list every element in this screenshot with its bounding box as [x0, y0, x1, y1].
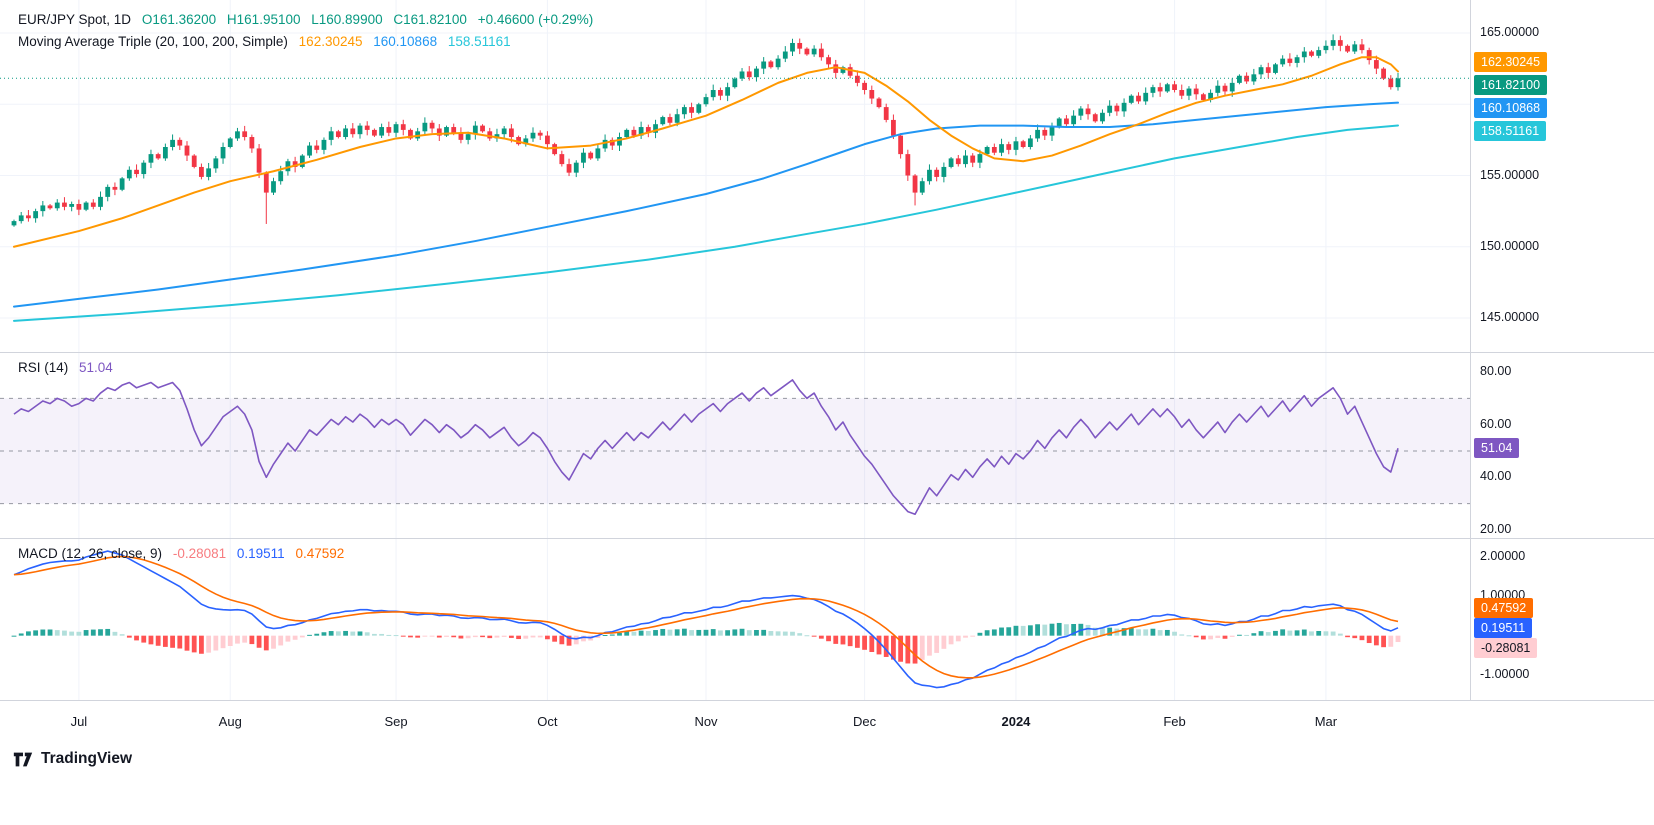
ma-indicator-title: Moving Average Triple (20, 100, 200, Sim…: [18, 34, 288, 49]
rsi-axis-tick: 20.00: [1480, 521, 1512, 536]
price-badge: 158.51161: [1474, 121, 1547, 141]
time-axis-label: Mar: [1314, 714, 1338, 729]
macd-line-value: 0.19511: [236, 546, 285, 561]
price-axis-tick: 150.00000: [1480, 238, 1540, 253]
time-axis-label: Aug: [218, 714, 242, 729]
time-axis-label: Jul: [70, 714, 88, 729]
symbol-title: EUR/JPY Spot, 1D: [18, 12, 132, 27]
tradingview-wordmark: TradingView: [41, 750, 133, 767]
time-axis-label: Nov: [694, 714, 718, 729]
macd-badge: 0.19511: [1474, 618, 1533, 638]
ohlc-low: L160.89900: [311, 12, 383, 27]
ma-legend[interactable]: Moving Average Triple (20, 100, 200, Sim…: [18, 34, 518, 49]
ma100-value: 160.10868: [373, 34, 438, 49]
macd-histogram-value: -0.28081: [172, 546, 227, 561]
tradingview-logo[interactable]: TradingView: [12, 748, 132, 770]
price-badge: 160.10868: [1474, 98, 1548, 118]
price-change: +0.46600 (+0.29%): [477, 12, 594, 27]
ohlc-high: H161.95100: [226, 12, 301, 27]
ohlc-close: C161.82100: [393, 12, 467, 27]
macd-indicator-title: MACD (12, 26, close, 9): [18, 546, 163, 561]
macd-badge: -0.28081: [1474, 638, 1538, 658]
ma200-value: 158.51161: [447, 34, 511, 49]
rsi-badge: 51.04: [1474, 438, 1520, 458]
rsi-axis-tick: 40.00: [1480, 469, 1512, 484]
price-axis-tick: 155.00000: [1480, 167, 1540, 182]
rsi-value: 51.04: [79, 360, 113, 375]
price-axis-tick: 165.00000: [1480, 25, 1540, 39]
time-axis-label: 2024: [1001, 714, 1031, 729]
ma20-value: 162.30245: [298, 34, 363, 49]
rsi-axis-tick: 60.00: [1480, 416, 1512, 431]
rsi-axis-tick: 80.00: [1480, 364, 1512, 378]
time-axis-label: Oct: [537, 714, 558, 729]
time-axis-label: Sep: [384, 714, 408, 729]
macd-legend[interactable]: MACD (12, 26, close, 9) -0.28081 0.19511…: [18, 546, 351, 561]
macd-axis-tick: 2.00000: [1480, 549, 1526, 563]
macd-axis-tick: -1.00000: [1480, 666, 1530, 681]
price-badge: 161.82100: [1474, 75, 1548, 95]
ohlc-open: O161.36200: [141, 12, 217, 27]
price-axis-tick: 145.00000: [1480, 310, 1540, 324]
price-badge: 162.30245: [1474, 52, 1548, 72]
rsi-legend[interactable]: RSI (14) 51.04: [18, 360, 120, 375]
time-axis-label: Dec: [853, 714, 877, 729]
time-axis-label: Feb: [1163, 714, 1186, 729]
rsi-indicator-title: RSI (14): [18, 360, 69, 375]
symbol-legend[interactable]: EUR/JPY Spot, 1D O161.36200 H161.95100 L…: [18, 12, 600, 27]
tradingview-mark-icon: [13, 752, 33, 767]
macd-signal-value: 0.47592: [295, 546, 345, 561]
macd-badge: 0.47592: [1474, 598, 1534, 618]
